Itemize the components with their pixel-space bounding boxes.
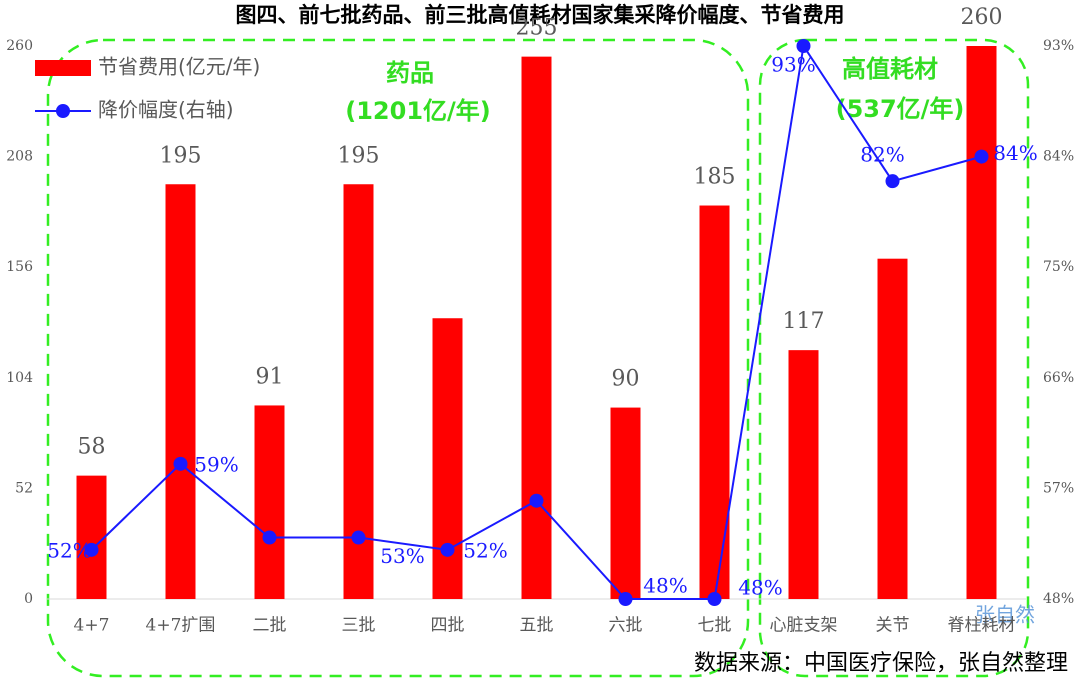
line-point bbox=[84, 542, 99, 557]
line-point bbox=[351, 530, 366, 545]
y2-tick-label: 93% bbox=[1043, 38, 1074, 54]
line-value-label: 48% bbox=[643, 574, 687, 598]
bar bbox=[877, 258, 908, 599]
line-point bbox=[440, 542, 455, 557]
bar bbox=[343, 184, 374, 599]
line-value-label: 52% bbox=[47, 538, 91, 562]
y-tick-label: 0 bbox=[24, 591, 33, 607]
y2-tick-label: 84% bbox=[1043, 149, 1074, 165]
line-point bbox=[885, 174, 900, 189]
watermark: 张自然 bbox=[975, 603, 1035, 627]
x-tick-label: 三批 bbox=[342, 616, 376, 636]
line-value-label: 59% bbox=[194, 452, 238, 476]
bar-value-label: 58 bbox=[78, 435, 106, 460]
x-tick-label: 4+7扩围 bbox=[146, 616, 216, 636]
bar bbox=[610, 407, 641, 599]
line-value-label: 93% bbox=[771, 53, 815, 77]
x-tick-label: 二批 bbox=[253, 616, 287, 636]
y2-tick-label: 75% bbox=[1043, 259, 1074, 275]
bar bbox=[966, 46, 997, 599]
y-tick-label: 52 bbox=[15, 480, 33, 496]
line-value-label: 48% bbox=[738, 576, 782, 600]
annotation: 药品 bbox=[386, 59, 434, 87]
line-point bbox=[707, 592, 722, 606]
y2-tick-label: 48% bbox=[1043, 591, 1074, 607]
line-point bbox=[618, 592, 633, 606]
x-tick-label: 关节 bbox=[876, 616, 910, 636]
legend-label: 降价幅度(右轴) bbox=[98, 98, 234, 122]
x-tick-label: 四批 bbox=[431, 616, 465, 636]
bar-value-label: 255 bbox=[516, 16, 558, 41]
x-tick-label: 七批 bbox=[698, 616, 732, 636]
x-tick-label: 心脏支架 bbox=[770, 616, 838, 636]
x-tick-label: 4+7 bbox=[74, 616, 110, 636]
annotation: (1201亿/年) bbox=[345, 97, 491, 125]
legend-label: 节省费用(亿元/年) bbox=[98, 55, 260, 79]
bar-value-label: 195 bbox=[160, 143, 202, 168]
line-point bbox=[173, 456, 188, 471]
y-tick-label: 104 bbox=[6, 370, 33, 386]
drug-group-box bbox=[46, 38, 750, 678]
source-note: 数据来源：中国医疗保险，张自然整理 bbox=[694, 651, 1068, 676]
line-point bbox=[529, 493, 544, 508]
bar-value-label: 91 bbox=[256, 364, 284, 389]
line-value-label: 52% bbox=[463, 538, 507, 562]
bar bbox=[254, 405, 285, 599]
bar-value-label: 185 bbox=[694, 165, 736, 190]
bar-value-label: 117 bbox=[783, 309, 825, 334]
legend-swatch bbox=[35, 60, 91, 76]
x-tick-label: 六批 bbox=[609, 616, 643, 636]
line-value-label: 82% bbox=[860, 143, 904, 167]
bar bbox=[788, 350, 819, 599]
bar bbox=[165, 184, 196, 599]
bar bbox=[521, 56, 552, 599]
y-tick-label: 208 bbox=[6, 149, 33, 165]
x-tick-label: 脊柱耗材 bbox=[948, 616, 1016, 636]
y-tick-label: 260 bbox=[6, 38, 33, 54]
annotation: (537亿/年) bbox=[836, 95, 965, 123]
y-tick-label: 156 bbox=[6, 259, 33, 275]
bar-value-label: 195 bbox=[338, 143, 380, 168]
legend-swatch bbox=[56, 104, 70, 118]
bar bbox=[76, 475, 107, 599]
y2-tick-label: 66% bbox=[1043, 370, 1074, 386]
line-value-label: 84% bbox=[993, 141, 1037, 165]
line-point bbox=[974, 149, 989, 164]
bar bbox=[432, 318, 463, 599]
line-value-label: 53% bbox=[380, 544, 424, 568]
y2-tick-label: 57% bbox=[1043, 480, 1074, 496]
device-group-box bbox=[758, 38, 1030, 678]
chart-title: 图四、前七批药品、前三批高值耗材国家集采降价幅度、节省费用 bbox=[236, 3, 845, 27]
line-point bbox=[796, 39, 811, 53]
x-tick-label: 五批 bbox=[520, 616, 554, 636]
bar-value-label: 90 bbox=[612, 367, 640, 392]
annotation: 高值耗材 bbox=[842, 55, 938, 83]
line-point bbox=[262, 530, 277, 545]
bar-value-label: 260 bbox=[961, 5, 1003, 30]
